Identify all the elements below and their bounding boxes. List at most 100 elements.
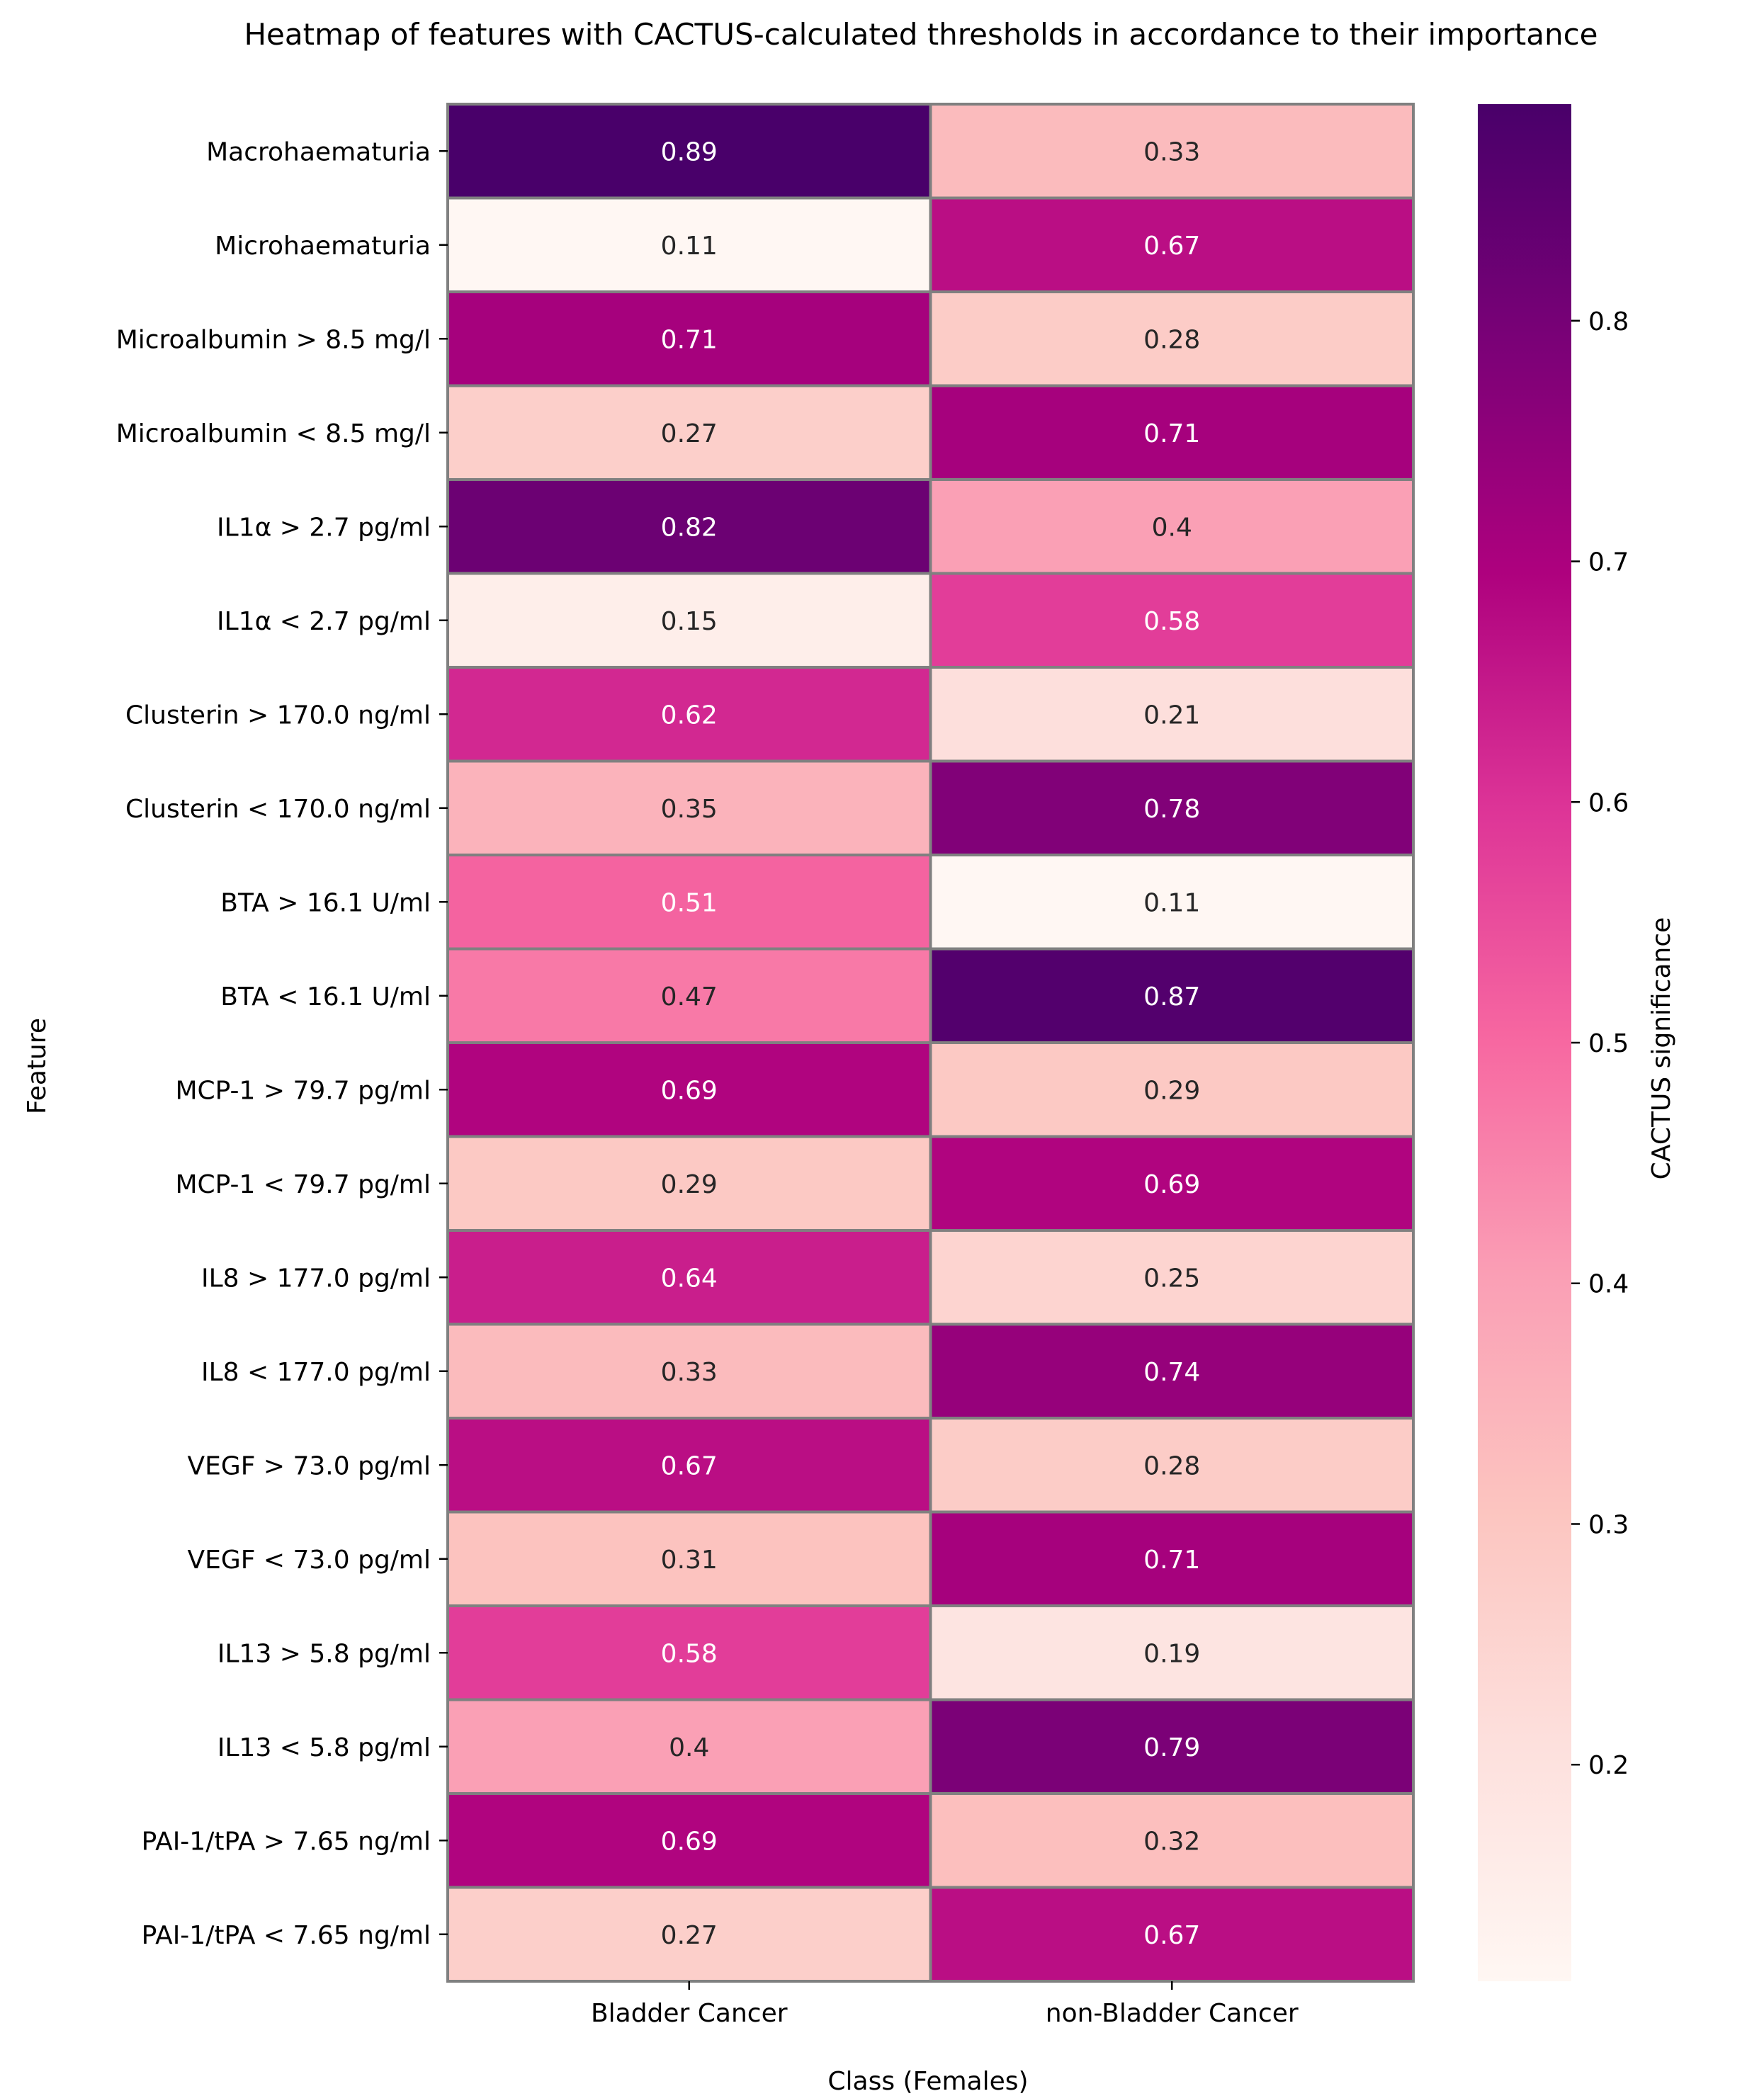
- colorbar-tick-label: 0.8: [1588, 307, 1629, 336]
- cell-value-label: 0.78: [1143, 795, 1200, 824]
- heatmap-cell: [929, 666, 1415, 763]
- cell-value-label: 0.21: [1143, 701, 1200, 730]
- colorbar-tick-label: 0.3: [1588, 1510, 1629, 1539]
- cell-value-label: 0.67: [1143, 1921, 1200, 1950]
- x-tick-label: Bladder Cancer: [591, 1999, 788, 2028]
- heatmap-cell: [446, 947, 932, 1044]
- colorbar-tick-label: 0.6: [1588, 788, 1629, 817]
- heatmap-cell: [929, 947, 1415, 1044]
- heatmap-cell: [929, 103, 1415, 200]
- colorbar-tick-label: 0.4: [1588, 1270, 1629, 1299]
- heatmap-cell: [929, 854, 1415, 951]
- heatmap-cell: [929, 759, 1415, 856]
- heatmap-cell: [446, 1886, 932, 1983]
- cell-value-label: 0.25: [1143, 1264, 1200, 1293]
- y-tick-label: IL1α < 2.7 pg/ml: [217, 607, 431, 636]
- cell-value-label: 0.71: [661, 325, 718, 354]
- cell-value-label: 0.89: [661, 137, 718, 166]
- colorbar-tick-label: 0.5: [1588, 1029, 1629, 1058]
- cell-value-label: 0.27: [661, 419, 718, 448]
- chart-title: Heatmap of features with CACTUS-calculat…: [244, 17, 1598, 52]
- cell-value-label: 0.64: [661, 1264, 718, 1293]
- heatmap-cell: [446, 1041, 932, 1138]
- cell-value-label: 0.71: [1143, 1546, 1200, 1575]
- heatmap-cell: [929, 572, 1415, 669]
- heatmap-cell: [446, 196, 932, 293]
- y-tick-label: Microhaematuria: [215, 232, 431, 261]
- heatmap-cell: [446, 1135, 932, 1232]
- heatmap-cell: [929, 1229, 1415, 1326]
- heatmap-cells: 0.89 0.33 0.11 0.67 0.71 0.28 0.27 0.71 0.82 0.4 0…: [446, 103, 1415, 1983]
- colorbar-tick-label: 0.7: [1588, 548, 1629, 577]
- cell-value-label: 0.69: [1143, 1170, 1200, 1199]
- cell-value-label: 0.51: [661, 888, 718, 917]
- y-tick-label: BTA > 16.1 U/ml: [220, 888, 431, 917]
- cell-value-label: 0.33: [661, 1358, 718, 1387]
- heatmap-cell: [929, 1698, 1415, 1795]
- cell-value-label: 0.69: [661, 1076, 718, 1105]
- heatmap-cell: [446, 103, 932, 200]
- y-tick-labels: Macrohaematuria Microhaematuria Microalbum…: [116, 137, 448, 1950]
- cell-value-label: 0.33: [1143, 137, 1200, 166]
- y-tick-label: PAI-1/tPA < 7.65 ng/ml: [142, 1921, 431, 1950]
- y-tick-label: BTA < 16.1 U/ml: [220, 982, 431, 1012]
- y-tick-label: Microalbumin < 8.5 mg/l: [116, 419, 431, 448]
- heatmap-cell: [929, 196, 1415, 293]
- y-axis-label: Feature: [23, 1018, 52, 1114]
- heatmap-cell: [929, 1135, 1415, 1232]
- heatmap-cell: [446, 1229, 932, 1326]
- y-tick-label: MCP-1 < 79.7 pg/ml: [175, 1170, 431, 1199]
- cell-value-label: 0.27: [661, 1921, 718, 1950]
- cell-value-label: 0.28: [1143, 1451, 1200, 1480]
- colorbar: 0.2 0.3 0.4 0.5 0.6 0.7 0.8: [1478, 104, 1629, 1981]
- heatmap-cell: [929, 1886, 1415, 1983]
- cell-value-label: 0.58: [1143, 607, 1200, 636]
- cell-value-label: 0.29: [661, 1170, 718, 1199]
- y-tick-label: Clusterin < 170.0 ng/ml: [125, 795, 431, 824]
- cell-value-label: 0.79: [1143, 1733, 1200, 1762]
- heatmap-cell: [929, 478, 1415, 575]
- y-tick-label: PAI-1/tPA > 7.65 ng/ml: [142, 1827, 431, 1856]
- y-tick-label: Macrohaematuria: [206, 137, 431, 166]
- y-tick-label: Clusterin > 170.0 ng/ml: [125, 701, 431, 730]
- x-tick-labels: Bladder Cancer non-Bladder Cancer: [591, 1981, 1299, 2028]
- cell-value-label: 0.15: [661, 607, 718, 636]
- cell-value-label: 0.28: [1143, 325, 1200, 354]
- y-tick-label: IL13 > 5.8 pg/ml: [217, 1639, 431, 1668]
- y-tick-label: IL1α > 2.7 pg/ml: [217, 513, 431, 542]
- cell-value-label: 0.69: [661, 1827, 718, 1856]
- y-tick-label: IL13 < 5.8 pg/ml: [217, 1733, 431, 1762]
- cell-value-label: 0.71: [1143, 419, 1200, 448]
- cell-value-label: 0.74: [1143, 1358, 1200, 1387]
- heatmap-cell: [929, 1041, 1415, 1138]
- heatmap-cell: [929, 384, 1415, 481]
- heatmap-cell: [446, 1510, 932, 1607]
- cell-value-label: 0.19: [1143, 1639, 1200, 1668]
- cell-value-label: 0.29: [1143, 1076, 1200, 1105]
- cell-value-label: 0.67: [661, 1451, 718, 1480]
- heatmap-cell: [446, 1792, 932, 1889]
- x-tick-label: non-Bladder Cancer: [1046, 1999, 1299, 2028]
- cell-value-label: 0.11: [661, 232, 718, 261]
- cell-value-label: 0.82: [661, 513, 718, 542]
- heatmap-cell: [929, 1417, 1415, 1514]
- cell-value-label: 0.31: [661, 1546, 718, 1575]
- y-tick-label: MCP-1 > 79.7 pg/ml: [175, 1076, 431, 1105]
- heatmap-cell: [446, 1322, 932, 1420]
- y-tick-label: VEGF < 73.0 pg/ml: [187, 1546, 431, 1575]
- cell-value-label: 0.47: [661, 982, 718, 1012]
- cell-value-label: 0.32: [1143, 1827, 1200, 1856]
- cell-value-label: 0.11: [1143, 888, 1200, 917]
- cell-value-label: 0.67: [1143, 232, 1200, 261]
- cell-value-label: 0.62: [661, 701, 718, 730]
- x-axis-label: Class (Females): [827, 2067, 1028, 2096]
- cell-value-label: 0.58: [661, 1639, 718, 1668]
- colorbar-label: CACTUS significance: [1647, 917, 1676, 1180]
- colorbar-gradient: [1478, 104, 1571, 1981]
- heatmap-cell: [929, 1322, 1415, 1420]
- y-tick-label: IL8 < 177.0 pg/ml: [201, 1358, 431, 1387]
- heatmap-cell: [446, 1417, 932, 1514]
- heatmap-cell: [929, 290, 1415, 387]
- y-tick-label: Microalbumin > 8.5 mg/l: [116, 325, 431, 354]
